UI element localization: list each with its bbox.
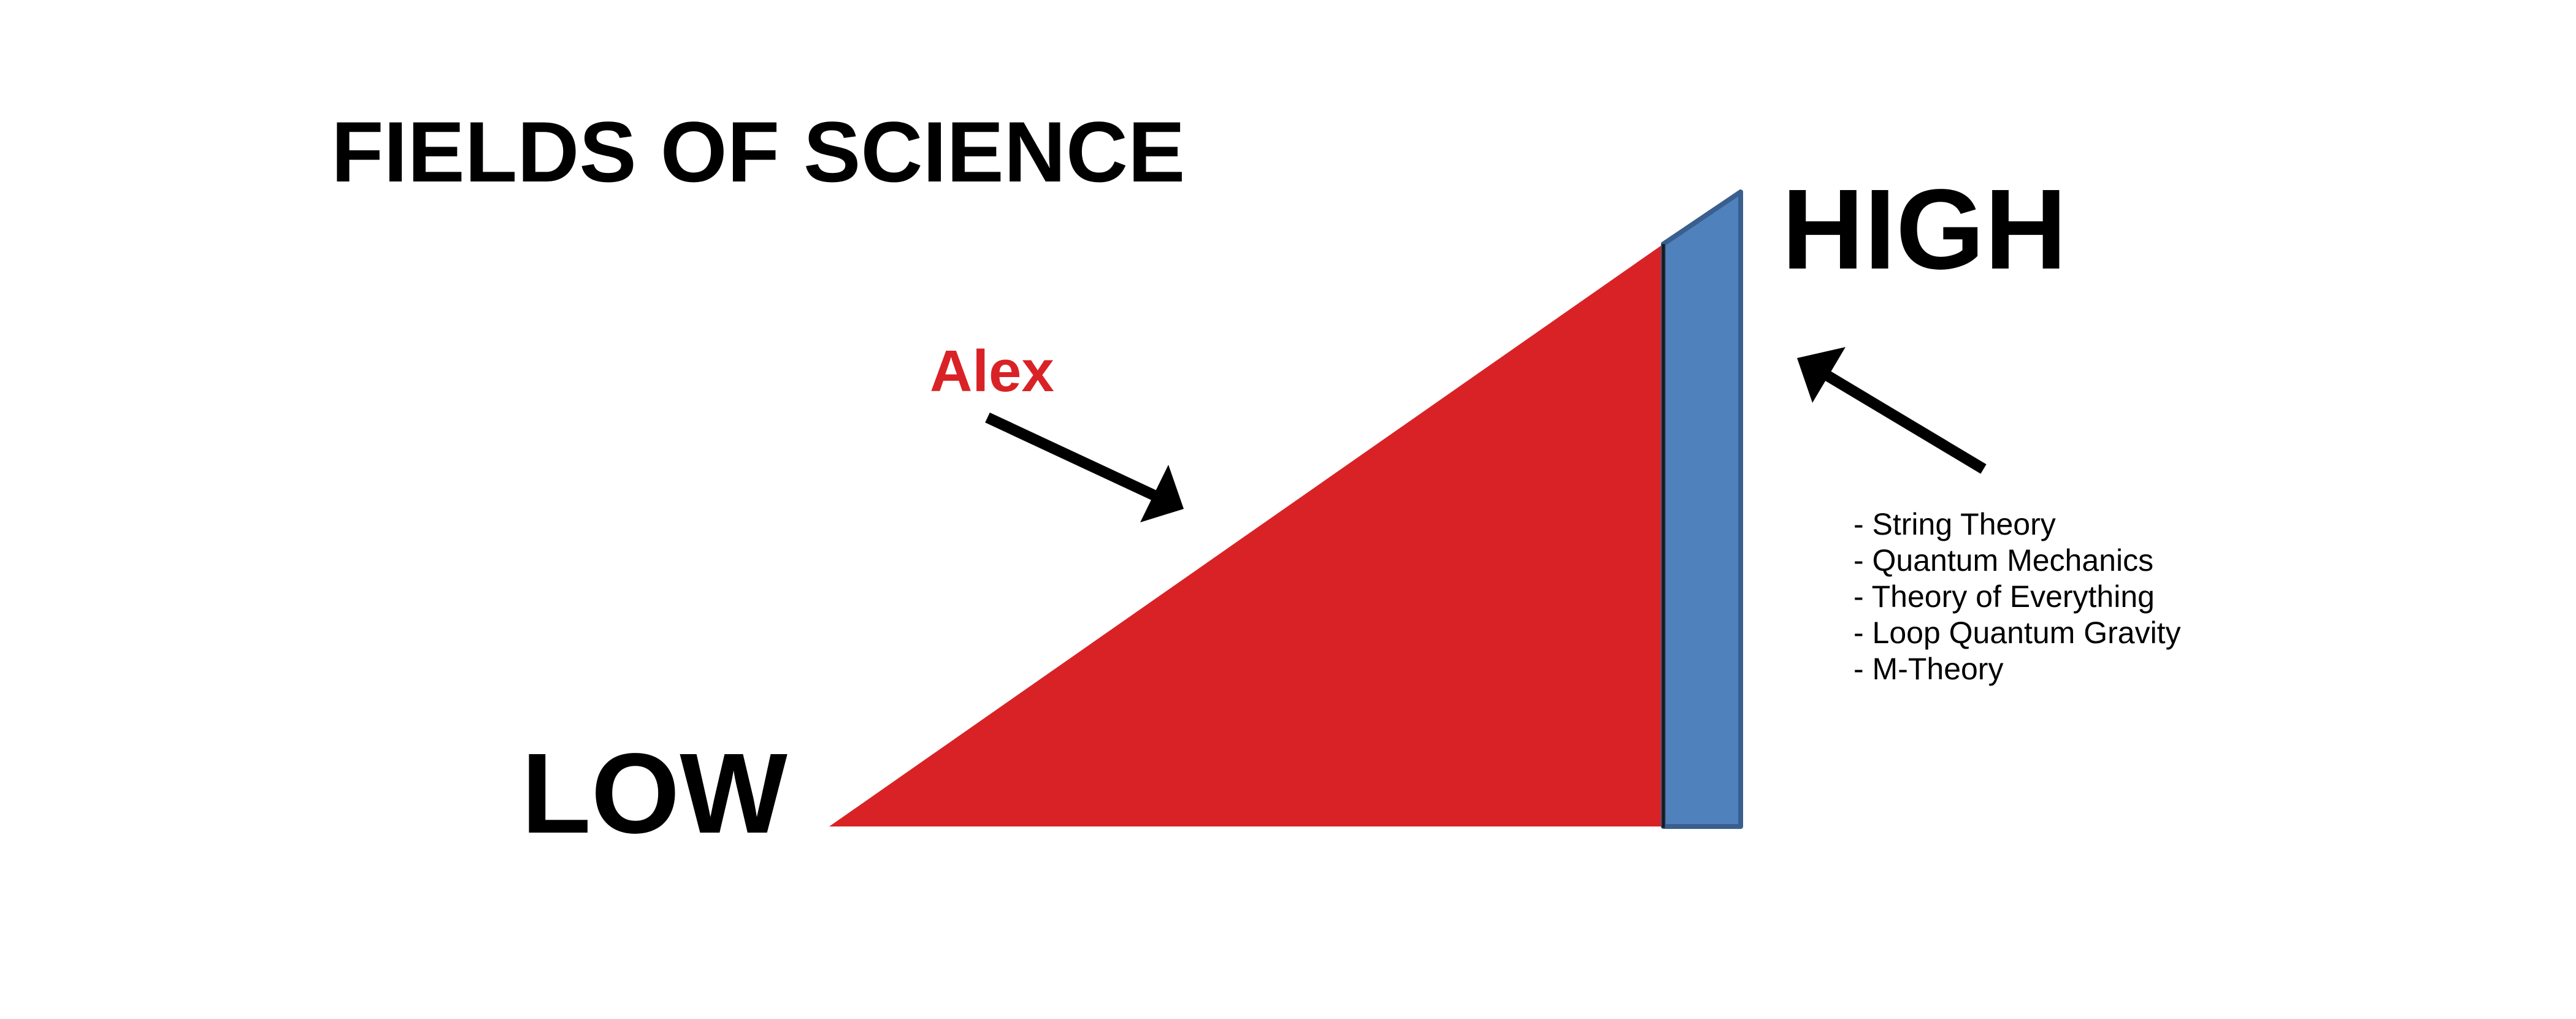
fields-list: - String Theory - Quantum Mechanics - Th… [1853,506,2181,687]
field-item-loop-quantum-gravity: - Loop Quantum Gravity [1853,615,2181,651]
field-item-theory-of-everything: - Theory of Everything [1853,579,2181,615]
high-label: HIGH [1782,173,2067,287]
low-label: LOW [521,737,788,851]
alex-arrow-icon [987,418,1184,522]
diagram-title: FIELDS OF SCIENCE [331,109,1185,195]
fields-arrow-icon [1797,347,1984,469]
red-triangle-region [829,244,1663,826]
field-item-string-theory: - String Theory [1853,506,2181,543]
blue-strip-region [1663,192,1741,826]
field-item-quantum-mechanics: - Quantum Mechanics [1853,543,2181,579]
alex-label: Alex [930,342,1054,401]
field-item-m-theory: - M-Theory [1853,651,2181,687]
